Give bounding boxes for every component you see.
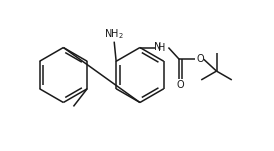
Text: O: O <box>177 80 184 90</box>
Text: O: O <box>197 54 204 64</box>
Text: N: N <box>154 42 161 51</box>
Text: NH$_2$: NH$_2$ <box>104 27 124 41</box>
Text: H: H <box>158 43 165 53</box>
